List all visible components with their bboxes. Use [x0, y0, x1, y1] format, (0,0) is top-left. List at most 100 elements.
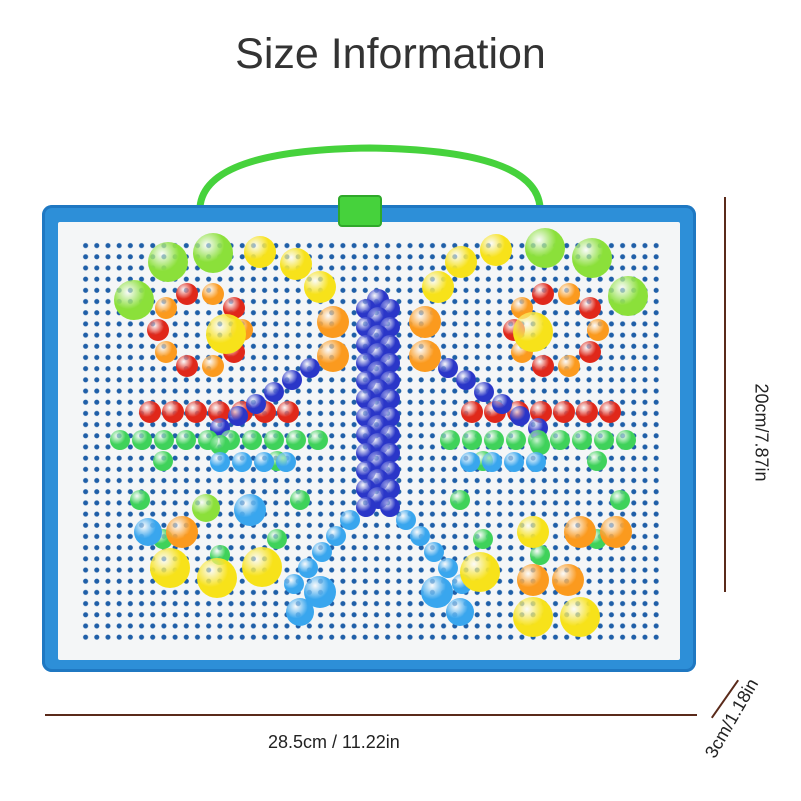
bead	[578, 296, 601, 319]
bead	[280, 248, 312, 280]
bead	[185, 401, 207, 423]
bead	[132, 430, 152, 450]
bead	[114, 280, 154, 320]
bead	[445, 246, 477, 278]
bead	[461, 401, 483, 423]
bead	[193, 233, 233, 273]
bead	[300, 358, 320, 378]
bead	[421, 576, 453, 608]
bead	[284, 574, 304, 594]
bead	[473, 528, 494, 549]
bead	[594, 430, 614, 450]
bead	[587, 319, 609, 341]
bead	[201, 355, 224, 378]
bead	[356, 497, 376, 517]
bead	[286, 598, 314, 626]
bead	[154, 430, 174, 450]
bead	[564, 516, 596, 548]
bead	[532, 282, 555, 305]
bead	[440, 430, 460, 450]
width-dimension-line	[45, 714, 697, 716]
page-title: Size Information	[235, 30, 546, 78]
bead	[422, 271, 454, 303]
bead	[210, 435, 230, 455]
bead	[446, 598, 474, 626]
bead	[317, 306, 349, 338]
bead	[282, 370, 302, 390]
bead	[608, 276, 648, 316]
bead	[264, 430, 284, 450]
bead	[197, 558, 237, 598]
bead	[409, 340, 441, 372]
bead	[482, 452, 502, 472]
bead	[166, 516, 198, 548]
height-dimension-line	[724, 197, 726, 592]
bead	[222, 296, 245, 319]
bead	[242, 547, 282, 587]
bead	[208, 401, 230, 423]
bead	[557, 282, 580, 305]
bead	[474, 382, 494, 402]
bead	[228, 406, 248, 426]
bead	[290, 490, 310, 510]
bead	[153, 451, 174, 472]
bead	[139, 401, 161, 423]
bead	[424, 542, 444, 562]
bead	[244, 236, 276, 268]
bead	[326, 526, 346, 546]
bead	[232, 452, 252, 472]
bead	[456, 370, 476, 390]
bead	[201, 282, 224, 305]
bead	[396, 510, 416, 530]
bead	[162, 401, 184, 423]
bead	[234, 494, 266, 526]
width-label: 28.5cm / 11.22in	[268, 732, 400, 752]
bead	[560, 597, 600, 637]
bead	[298, 558, 318, 578]
bead	[110, 430, 130, 450]
bead	[553, 401, 575, 423]
bead	[155, 341, 178, 364]
bead	[530, 545, 550, 565]
bead	[586, 451, 607, 472]
bead	[572, 238, 612, 278]
bead	[450, 490, 470, 510]
bead	[599, 401, 621, 423]
bead	[242, 430, 262, 450]
bead	[308, 430, 328, 450]
bead	[460, 452, 480, 472]
bead	[148, 242, 188, 282]
bead	[254, 452, 274, 472]
bead	[438, 358, 458, 378]
bead	[276, 452, 296, 472]
bead	[438, 558, 458, 578]
bead	[340, 510, 360, 530]
bead	[380, 497, 400, 517]
bead	[312, 542, 332, 562]
bead	[460, 552, 500, 592]
bead	[513, 312, 553, 352]
bead	[266, 528, 287, 549]
bead	[517, 516, 549, 548]
bead	[277, 401, 299, 423]
bead	[492, 394, 512, 414]
bead	[130, 490, 150, 510]
bead	[600, 516, 632, 548]
bead	[410, 526, 430, 546]
bead	[176, 282, 199, 305]
board-clip	[338, 195, 382, 227]
bead	[480, 234, 512, 266]
bead	[557, 355, 580, 378]
bead	[550, 430, 570, 450]
bead	[506, 430, 526, 450]
bead	[532, 355, 555, 378]
bead	[176, 430, 196, 450]
bead	[552, 564, 584, 596]
bead	[530, 435, 550, 455]
bead	[525, 228, 565, 268]
bead	[210, 452, 230, 472]
bead	[246, 394, 266, 414]
bead	[526, 452, 546, 472]
bead	[150, 548, 190, 588]
bead	[286, 430, 306, 450]
